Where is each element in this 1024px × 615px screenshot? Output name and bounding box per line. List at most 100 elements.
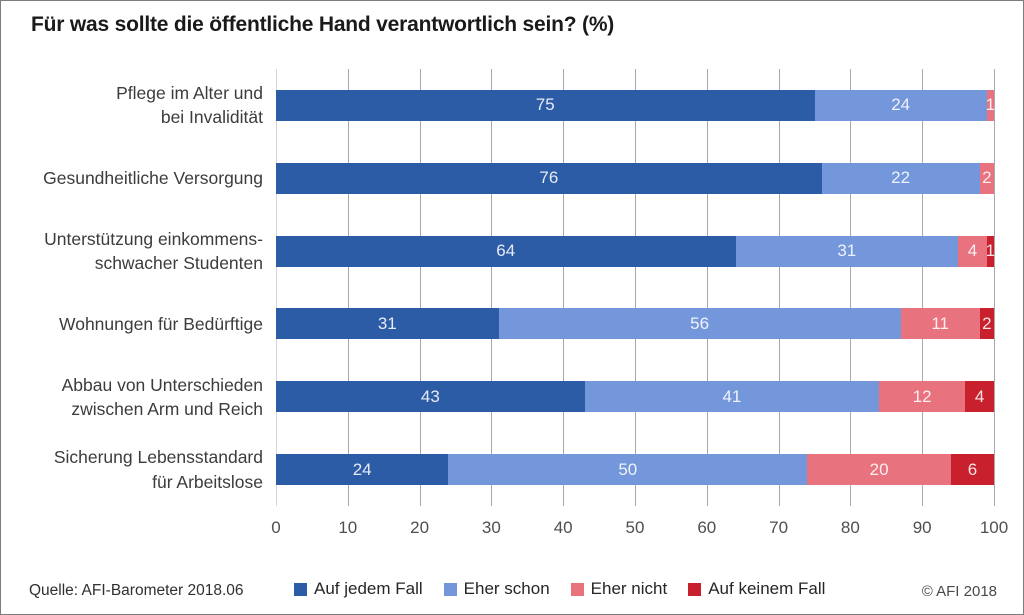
plot-area: 75 24 1 76 22 2 64 31 4 1 31 56 11 2 43 41 12 4 24 50 20 6 xyxy=(276,69,996,506)
bar-row: 64 31 4 1 xyxy=(276,215,996,288)
bar-segment: 24 xyxy=(814,89,987,121)
bar-segment: 76 xyxy=(276,162,822,194)
legend-item: Auf keinem Fall xyxy=(688,579,825,599)
bar-value-label: 75 xyxy=(535,95,555,115)
bar-value-label: 12 xyxy=(912,386,932,406)
legend-swatch-icon xyxy=(294,582,307,596)
bar-value-label: 56 xyxy=(690,313,710,333)
x-axis-ticks: 0 10 20 30 40 50 60 70 80 90 100 xyxy=(271,518,1008,540)
legend-item: Auf jedem Fall xyxy=(294,579,423,599)
x-tick-label-10: 10 xyxy=(338,518,358,537)
category-label: Wohnungen für Bedürftige xyxy=(59,313,263,334)
x-tick-label-90: 90 xyxy=(912,518,932,537)
x-tick-label-20: 20 xyxy=(410,518,430,537)
bar-value-label: 31 xyxy=(377,313,397,333)
bar-segment: 2 xyxy=(979,162,994,194)
bar-value-label: 11 xyxy=(931,313,949,333)
bar-segment: 6 xyxy=(950,454,994,486)
bar-segment: 56 xyxy=(498,308,901,340)
gridline-90 xyxy=(922,69,924,506)
y-axis-labels: Pflege im Alter und bei Invalidität Gesun… xyxy=(13,69,263,506)
legend-label: Eher nicht xyxy=(590,579,668,598)
x-tick-label-80: 80 xyxy=(840,518,860,537)
bar-value-label: 31 xyxy=(837,241,857,261)
stacked-bar: 75 24 1 xyxy=(276,89,996,121)
legend-item: Eher schon xyxy=(443,579,550,599)
category-label: Abbau von Unterschieden zwischen Arm und… xyxy=(61,374,263,419)
bar-value-label: 4 xyxy=(974,386,985,406)
gridline-20 xyxy=(419,69,421,506)
bar-row: 43 41 12 4 xyxy=(276,360,994,433)
stacked-bar: 76 22 2 xyxy=(276,162,994,194)
bar-segment: 75 xyxy=(276,89,815,121)
bar-value-label: 20 xyxy=(869,459,889,479)
bar-segment: 1 xyxy=(985,235,996,267)
bar-value-label: 76 xyxy=(539,168,559,188)
bar-value-label: 22 xyxy=(891,168,911,188)
stacked-bar: 24 50 20 6 xyxy=(276,454,994,486)
x-tick-label-100: 100 xyxy=(979,518,1009,537)
bar-segment: 2 xyxy=(979,308,994,340)
bar-value-label: 24 xyxy=(891,95,911,115)
bar-row: 76 22 2 xyxy=(276,142,994,215)
category-label: Sicherung Lebensstandard für Arbeitslose xyxy=(53,447,263,492)
legend-swatch-icon xyxy=(443,582,457,596)
bar-segment: 50 xyxy=(448,454,808,486)
bar-value-label: 41 xyxy=(722,386,742,406)
bar-segment: 12 xyxy=(879,381,966,413)
category-label: Gesundheitliche Versorgung xyxy=(43,168,263,189)
bar-segment: 43 xyxy=(276,381,585,413)
gridline-50 xyxy=(635,69,636,506)
chart-title: Für was sollte die öffentliche Hand vera… xyxy=(31,13,615,36)
bar-segment: 22 xyxy=(821,162,980,194)
gridline-0 xyxy=(276,69,277,506)
gridline-100 xyxy=(994,69,995,506)
gridline-70 xyxy=(778,69,780,506)
bar-value-label: 4 xyxy=(967,241,978,261)
bar-segment: 41 xyxy=(584,381,880,413)
copyright-note: © AFI 2018 xyxy=(921,583,997,600)
bar-segment: 64 xyxy=(276,235,736,267)
bar-value-label: 1 xyxy=(985,95,996,115)
legend-swatch-icon xyxy=(570,582,584,596)
bar-segment: 4 xyxy=(965,381,994,413)
bar-segment: 1 xyxy=(985,89,996,121)
bar-row: 31 56 11 2 xyxy=(276,288,994,361)
bar-segment: 31 xyxy=(735,235,959,267)
bar-segment: 24 xyxy=(276,454,449,486)
legend-label: Auf keinem Fall xyxy=(708,579,826,598)
stacked-bar: 31 56 11 2 xyxy=(276,308,994,340)
x-tick-label-60: 60 xyxy=(697,518,717,537)
bar-value-label: 2 xyxy=(982,168,992,188)
bar-value-label: 50 xyxy=(618,459,638,479)
category-label: Pflege im Alter und bei Invalidität xyxy=(116,83,263,128)
source-note: Quelle: AFI-Barometer 2018.06 xyxy=(29,582,244,599)
stacked-bar: 64 31 4 1 xyxy=(276,235,996,267)
bar-value-label: 64 xyxy=(496,241,516,261)
bar-value-label: 1 xyxy=(985,241,996,261)
x-tick-label-30: 30 xyxy=(481,518,501,537)
legend: Auf jedem Fall Eher schon Eher nicht Auf ke… xyxy=(294,579,825,599)
bar-value-label: 43 xyxy=(420,386,440,406)
bar-segment: 11 xyxy=(900,308,980,340)
x-tick-label-70: 70 xyxy=(769,518,789,537)
gridline-80 xyxy=(850,69,852,506)
legend-label: Eher schon xyxy=(463,579,550,598)
gridline-60 xyxy=(706,69,708,506)
gridline-40 xyxy=(563,69,565,506)
bar-value-label: 24 xyxy=(352,459,372,479)
bar-row: 24 50 20 6 xyxy=(276,433,994,506)
gridline-30 xyxy=(491,69,493,506)
x-tick-label-50: 50 xyxy=(625,518,645,537)
x-tick-label-0: 0 xyxy=(271,518,281,537)
stacked-bar: 43 41 12 4 xyxy=(276,381,994,413)
bar-value-label: 6 xyxy=(967,459,978,479)
category-label: Unterstützung einkommens- schwacher Stud… xyxy=(44,228,263,274)
gridline-10 xyxy=(347,69,349,506)
bar-segment: 4 xyxy=(958,235,987,267)
bar-segment: 20 xyxy=(807,454,951,486)
bar-row: 75 24 1 xyxy=(276,69,996,142)
legend-item: Eher nicht xyxy=(570,579,668,599)
bar-value-label: 2 xyxy=(982,313,992,333)
